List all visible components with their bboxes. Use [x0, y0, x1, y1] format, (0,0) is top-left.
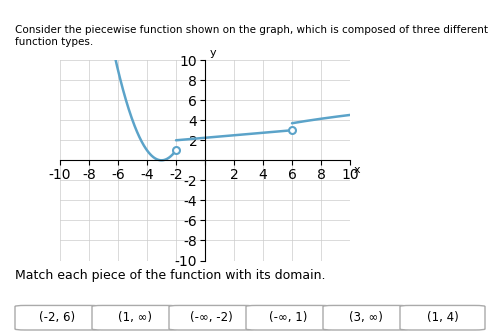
- Text: (3, ∞): (3, ∞): [348, 311, 382, 324]
- Text: y: y: [210, 48, 216, 58]
- Text: (-2, 6): (-2, 6): [40, 311, 76, 324]
- FancyBboxPatch shape: [323, 305, 408, 330]
- Text: Match each piece of the function with its domain.: Match each piece of the function with it…: [15, 269, 326, 282]
- Text: Consider the piecewise function shown on the graph, which is composed of three d: Consider the piecewise function shown on…: [15, 25, 488, 47]
- Text: (-∞, 1): (-∞, 1): [270, 311, 308, 324]
- Text: (1, 4): (1, 4): [426, 311, 458, 324]
- FancyBboxPatch shape: [400, 305, 485, 330]
- FancyBboxPatch shape: [169, 305, 254, 330]
- FancyBboxPatch shape: [15, 305, 100, 330]
- FancyBboxPatch shape: [92, 305, 177, 330]
- Text: (-∞, -2): (-∞, -2): [190, 311, 233, 324]
- FancyBboxPatch shape: [246, 305, 331, 330]
- Text: (1, ∞): (1, ∞): [118, 311, 152, 324]
- Text: x: x: [354, 165, 360, 175]
